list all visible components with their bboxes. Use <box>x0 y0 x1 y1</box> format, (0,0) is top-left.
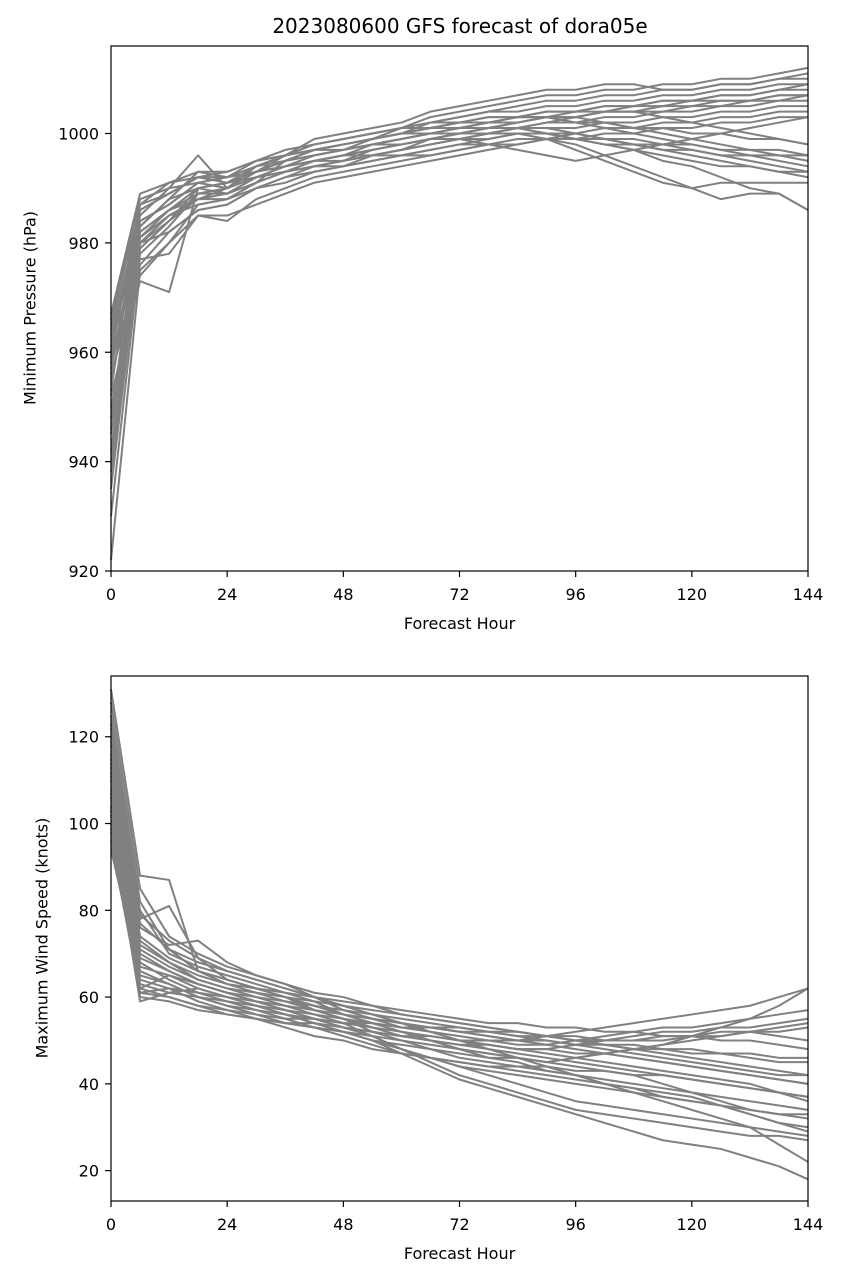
wind-panel: 0 24 48 72 96 120 144 20 40 60 80 100 120 Forecast … <box>33 675 823 1263</box>
wind-x-tick-label: 96 <box>565 1215 585 1234</box>
pressure-y-tick-label: 920 <box>68 562 99 581</box>
wind-x-axis-label: Forecast Hour <box>404 1244 516 1263</box>
wind-x-ticks: 0 24 48 72 96 120 144 <box>106 1201 823 1234</box>
wind-member-line-25 <box>110 723 809 1163</box>
wind-member-line-3 <box>110 714 809 1042</box>
wind-plot-frame <box>110 675 809 1202</box>
pressure-member-line-8 <box>110 110 809 397</box>
pressure-y-tick-label: 940 <box>68 453 99 472</box>
wind-y-tick-label: 40 <box>79 1075 99 1094</box>
wind-x-tick-label: 24 <box>217 1215 237 1234</box>
pressure-x-tick-label: 144 <box>793 585 824 604</box>
wind-y-tick-label: 100 <box>68 815 99 834</box>
pressure-y-tick-label: 960 <box>68 343 99 362</box>
wind-x-tick-label: 72 <box>449 1215 469 1234</box>
pressure-member-line-20 <box>110 77 808 315</box>
pressure-series-lines <box>110 66 809 561</box>
wind-member-line-7 <box>110 753 809 1064</box>
wind-member-line-24 <box>110 827 809 1085</box>
pressure-y-ticks: 920 940 960 980 1000 <box>58 125 111 581</box>
pressure-member-line-11 <box>110 94 809 364</box>
pressure-x-tick-label: 48 <box>333 585 353 604</box>
wind-member-line-19 <box>110 758 809 1051</box>
wind-member-line-5 <box>110 736 809 1133</box>
wind-y-ticks: 20 40 60 80 100 120 <box>68 728 111 1181</box>
wind-series-lines <box>110 688 809 1181</box>
pressure-x-ticks: 0 24 48 72 96 120 144 <box>106 571 823 604</box>
wind-member-line-22 <box>110 792 809 1120</box>
pressure-x-tick-label: 96 <box>565 585 585 604</box>
wind-x-tick-label: 120 <box>677 1215 708 1234</box>
pressure-member-line-26 <box>110 116 809 358</box>
wind-member-line-20 <box>110 740 809 1111</box>
pressure-y-tick-label: 980 <box>68 234 99 253</box>
pressure-member-line-24 <box>110 83 809 391</box>
wind-member-line-12 <box>110 797 809 1098</box>
wind-y-axis-label: Maximum Wind Speed (knots) <box>33 818 52 1059</box>
wind-x-tick-label: 144 <box>793 1215 824 1234</box>
pressure-x-axis-label: Forecast Hour <box>404 614 516 633</box>
pressure-member-line-19 <box>110 137 809 320</box>
chart-title: 2023080600 GFS forecast of dora05e <box>272 14 647 38</box>
pressure-member-line-10 <box>110 132 808 369</box>
wind-x-tick-label: 0 <box>106 1215 116 1234</box>
pressure-panel: 2023080600 GFS forecast of dora05e 0 24 48… <box>21 14 824 633</box>
wind-y-tick-label: 60 <box>79 988 99 1007</box>
pressure-y-axis-label: Minimum Pressure (hPa) <box>21 211 40 405</box>
wind-x-tick-label: 48 <box>333 1215 353 1234</box>
pressure-member-line-25 <box>110 110 808 375</box>
pressure-x-tick-label: 0 <box>106 585 116 604</box>
wind-member-line-23 <box>110 810 808 1064</box>
pressure-member-line-1 <box>110 116 809 561</box>
pressure-x-tick-label: 24 <box>217 585 237 604</box>
wind-member-line-11 <box>110 788 809 1064</box>
pressure-x-tick-label: 120 <box>677 585 708 604</box>
wind-member-line-26 <box>110 766 808 1059</box>
wind-member-line-8 <box>110 762 809 1142</box>
pressure-x-tick-label: 72 <box>449 585 469 604</box>
pressure-plot-frame <box>110 45 809 572</box>
wind-member-line-21 <box>110 775 808 1077</box>
pressure-y-tick-label: 1000 <box>58 125 99 144</box>
wind-y-tick-label: 80 <box>79 901 99 920</box>
pressure-member-line-3 <box>110 99 808 490</box>
wind-y-tick-label: 120 <box>68 728 99 747</box>
wind-y-tick-label: 20 <box>79 1162 99 1181</box>
